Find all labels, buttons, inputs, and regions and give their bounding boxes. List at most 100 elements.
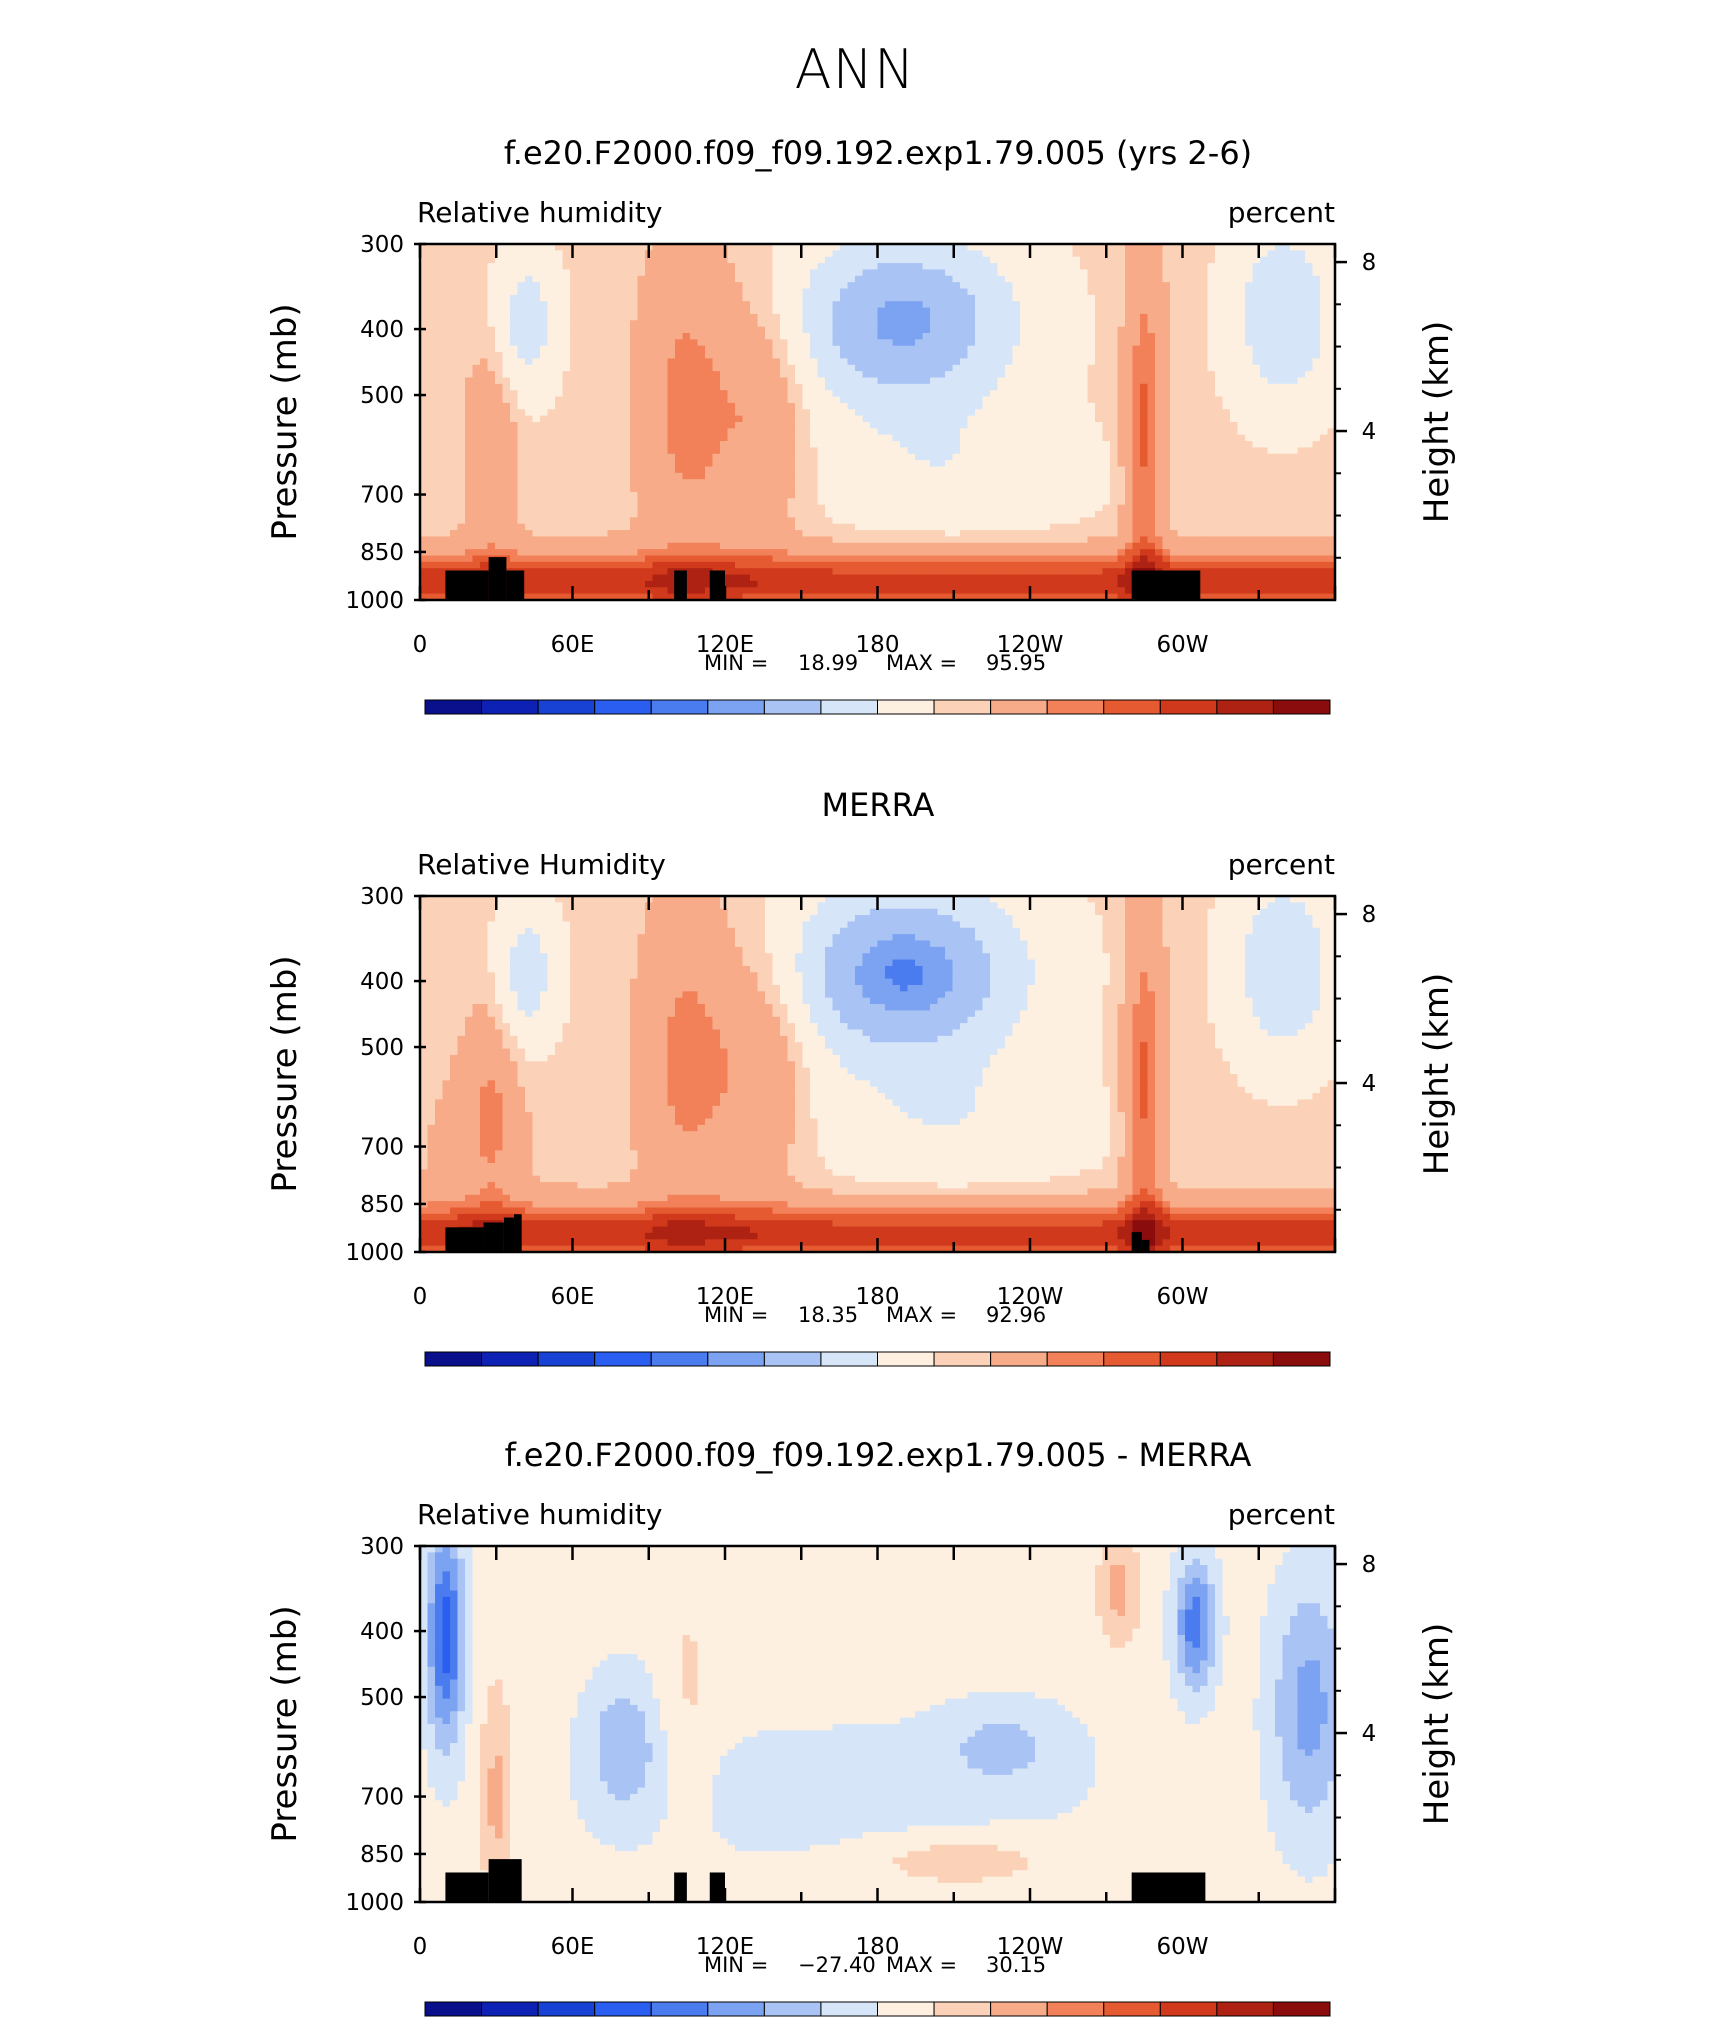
- field-cell: [1215, 460, 1224, 468]
- field-cell: [1282, 485, 1291, 493]
- field-cell: [975, 250, 984, 258]
- field-cell: [1005, 339, 1014, 347]
- field-cell: [675, 466, 684, 474]
- field-cell: [712, 402, 721, 410]
- field-cell: [697, 263, 706, 271]
- field-cell: [840, 307, 849, 315]
- field-cell: [1215, 282, 1224, 290]
- field-cell: [885, 307, 894, 315]
- field-cell: [630, 263, 639, 271]
- field-cell: [1027, 307, 1036, 315]
- field-cell: [652, 396, 661, 404]
- field-cell: [1267, 390, 1276, 398]
- field-cell: [600, 326, 609, 334]
- field-cell: [1095, 371, 1104, 379]
- field-cell: [1102, 352, 1111, 360]
- field-cell: [1072, 485, 1081, 493]
- field-cell: [1305, 371, 1314, 379]
- field-cell: [915, 453, 924, 461]
- field-cell: [510, 447, 519, 455]
- field-cell: [1230, 409, 1239, 417]
- field-cell: [1267, 358, 1276, 366]
- field-cell: [1147, 339, 1156, 347]
- field-cell: [1155, 320, 1164, 328]
- field-cell: [480, 244, 489, 251]
- field-cell: [750, 498, 759, 506]
- field-cell: [1290, 491, 1299, 499]
- field-cell: [877, 466, 886, 474]
- field-cell: [727, 498, 736, 506]
- field-cell: [705, 294, 714, 302]
- field-cell: [1117, 498, 1126, 506]
- field-cell: [577, 453, 586, 461]
- field-cell: [1305, 383, 1314, 391]
- field-cell: [510, 402, 519, 410]
- field-cell: [720, 415, 729, 423]
- field-cell: [795, 441, 804, 449]
- field-cell: [750, 326, 759, 334]
- field-cell: [600, 358, 609, 366]
- field-cell: [907, 466, 916, 474]
- field-cell: [922, 301, 931, 309]
- field-cell: [555, 294, 564, 302]
- field-cell: [667, 339, 676, 347]
- field-cell: [1005, 422, 1014, 429]
- field-cell: [697, 250, 706, 258]
- field-cell: [862, 244, 871, 251]
- field-cell: [697, 434, 706, 442]
- field-cell: [675, 269, 684, 277]
- field-cell: [825, 358, 834, 366]
- field-cell: [1177, 453, 1186, 461]
- field-cell: [915, 288, 924, 296]
- field-cell: [532, 485, 541, 493]
- field-cell: [772, 352, 781, 360]
- field-cell: [1102, 263, 1111, 271]
- field-cell: [1072, 479, 1081, 487]
- field-cell: [1200, 434, 1209, 442]
- field-cell: [615, 428, 624, 436]
- field-cell: [487, 256, 496, 264]
- field-cell: [1005, 396, 1014, 404]
- field-cell: [427, 288, 436, 296]
- field-cell: [652, 409, 661, 417]
- field-cell: [1215, 320, 1224, 328]
- field-cell: [510, 434, 519, 442]
- field-cell: [1275, 282, 1284, 290]
- field-cell: [420, 320, 429, 328]
- field-cell: [450, 282, 459, 290]
- field-cell: [1230, 256, 1239, 264]
- field-cell: [825, 383, 834, 391]
- field-cell: [577, 460, 586, 468]
- field-cell: [1042, 256, 1051, 264]
- field-cell: [787, 326, 796, 334]
- field-cell: [1312, 434, 1321, 442]
- field-cell: [577, 256, 586, 264]
- field-cell: [510, 352, 519, 360]
- field-cell: [1117, 415, 1126, 423]
- field-cell: [1057, 422, 1066, 429]
- field-cell: [1147, 269, 1156, 277]
- field-cell: [982, 294, 991, 302]
- field-cell: [1140, 371, 1149, 379]
- field-cell: [622, 275, 631, 283]
- field-cell: [810, 320, 819, 328]
- field-cell: [810, 434, 819, 442]
- field-cell: [1327, 294, 1336, 302]
- field-cell: [772, 434, 781, 442]
- field-cell: [1140, 453, 1149, 461]
- field-cell: [847, 244, 856, 251]
- field-cell: [990, 472, 999, 480]
- field-cell: [472, 472, 481, 480]
- field-cell: [420, 415, 429, 423]
- field-cell: [660, 326, 669, 334]
- field-cell: [825, 453, 834, 461]
- field-cell: [705, 364, 714, 372]
- field-cell: [630, 288, 639, 296]
- field-cell: [630, 364, 639, 372]
- field-cell: [487, 485, 496, 493]
- field-cell: [442, 453, 451, 461]
- field-cell: [1245, 415, 1254, 423]
- field-cell: [952, 409, 961, 417]
- field-cell: [705, 447, 714, 455]
- field-cell: [510, 313, 519, 321]
